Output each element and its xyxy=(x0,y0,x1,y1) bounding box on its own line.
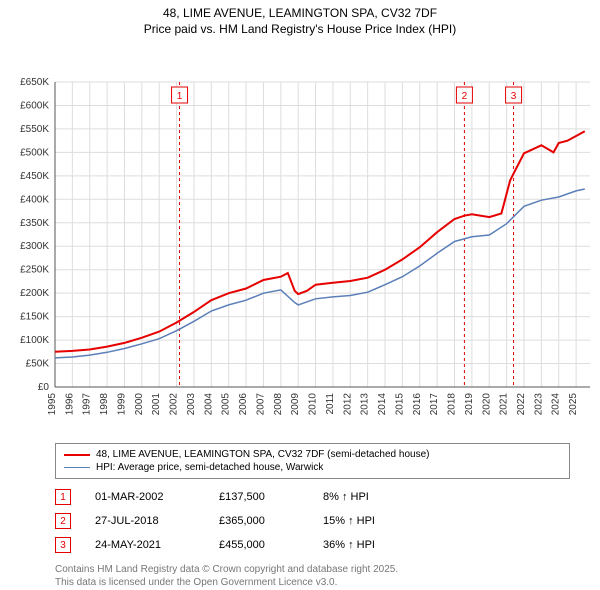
title-line1: 48, LIME AVENUE, LEAMINGTON SPA, CV32 7D… xyxy=(0,6,600,22)
svg-text:2002: 2002 xyxy=(169,393,180,416)
svg-text:3: 3 xyxy=(511,91,517,102)
transaction-diff: 36% ↑ HPI xyxy=(323,539,423,551)
svg-text:2007: 2007 xyxy=(255,393,266,416)
svg-text:2019: 2019 xyxy=(464,393,475,416)
title-line2: Price paid vs. HM Land Registry's House … xyxy=(0,22,600,38)
svg-text:2010: 2010 xyxy=(308,393,319,416)
table-row: 1 01-MAR-2002 £137,500 8% ↑ HPI xyxy=(55,485,570,509)
svg-text:2008: 2008 xyxy=(273,393,284,416)
legend-swatch xyxy=(64,454,90,456)
table-row: 3 24-MAY-2021 £455,000 36% ↑ HPI xyxy=(55,533,570,557)
chart-title: 48, LIME AVENUE, LEAMINGTON SPA, CV32 7D… xyxy=(0,0,600,37)
svg-text:2000: 2000 xyxy=(134,393,145,416)
svg-text:£650K: £650K xyxy=(20,77,49,88)
svg-text:2025: 2025 xyxy=(568,393,579,416)
svg-text:2016: 2016 xyxy=(412,393,423,416)
svg-text:2011: 2011 xyxy=(325,393,336,415)
transaction-diff: 8% ↑ HPI xyxy=(323,491,423,503)
transaction-date: 01-MAR-2002 xyxy=(95,491,195,503)
svg-text:£150K: £150K xyxy=(20,312,49,323)
table-row: 2 27-JUL-2018 £365,000 15% ↑ HPI xyxy=(55,509,570,533)
attribution-line: Contains HM Land Registry data © Crown c… xyxy=(55,563,570,576)
svg-text:£300K: £300K xyxy=(20,241,49,252)
legend-label: 48, LIME AVENUE, LEAMINGTON SPA, CV32 7D… xyxy=(96,449,429,460)
svg-text:2009: 2009 xyxy=(290,393,301,416)
svg-text:2005: 2005 xyxy=(221,393,232,416)
svg-text:£400K: £400K xyxy=(20,194,49,205)
transaction-price: £455,000 xyxy=(219,539,299,551)
svg-text:2017: 2017 xyxy=(429,393,440,416)
legend: 48, LIME AVENUE, LEAMINGTON SPA, CV32 7D… xyxy=(55,443,570,479)
transaction-diff: 15% ↑ HPI xyxy=(323,515,423,527)
svg-text:£550K: £550K xyxy=(20,124,49,135)
price-chart: £0 £50K £100K £150K £200K £250K £300K £350K £400… xyxy=(0,37,600,437)
svg-text:£350K: £350K xyxy=(20,218,49,229)
svg-text:2006: 2006 xyxy=(238,393,249,416)
svg-text:£450K: £450K xyxy=(20,171,49,182)
svg-text:1: 1 xyxy=(177,91,183,102)
transaction-date: 24-MAY-2021 xyxy=(95,539,195,551)
svg-text:£200K: £200K xyxy=(20,288,49,299)
svg-text:2021: 2021 xyxy=(499,393,510,416)
svg-text:2013: 2013 xyxy=(360,393,371,416)
svg-text:2012: 2012 xyxy=(342,393,353,416)
legend-row: HPI: Average price, semi-detached house,… xyxy=(64,461,561,474)
marker-badge-icon: 3 xyxy=(55,537,71,553)
svg-text:2003: 2003 xyxy=(186,393,197,416)
legend-label: HPI: Average price, semi-detached house,… xyxy=(96,462,323,473)
legend-row: 48, LIME AVENUE, LEAMINGTON SPA, CV32 7D… xyxy=(64,448,561,461)
legend-swatch xyxy=(64,467,90,469)
svg-text:1997: 1997 xyxy=(82,393,93,416)
svg-text:1995: 1995 xyxy=(47,393,58,416)
svg-text:1996: 1996 xyxy=(64,393,75,416)
attribution-line: This data is licensed under the Open Gov… xyxy=(55,576,570,589)
svg-text:2023: 2023 xyxy=(533,393,544,416)
attribution: Contains HM Land Registry data © Crown c… xyxy=(55,563,570,589)
transaction-price: £365,000 xyxy=(219,515,299,527)
svg-text:2018: 2018 xyxy=(447,393,458,416)
svg-text:2020: 2020 xyxy=(481,393,492,416)
svg-text:£600K: £600K xyxy=(20,101,49,112)
svg-text:£0: £0 xyxy=(38,382,50,393)
svg-text:2014: 2014 xyxy=(377,393,388,416)
svg-text:£250K: £250K xyxy=(20,265,49,276)
svg-text:1998: 1998 xyxy=(99,393,110,416)
svg-text:2015: 2015 xyxy=(394,393,405,416)
svg-text:£500K: £500K xyxy=(20,148,49,159)
svg-text:2022: 2022 xyxy=(516,393,527,416)
chart-svg: £0 £50K £100K £150K £200K £250K £300K £350K £400… xyxy=(0,37,600,437)
svg-text:2004: 2004 xyxy=(203,393,214,416)
marker-badge-icon: 2 xyxy=(55,513,71,529)
svg-text:1999: 1999 xyxy=(116,393,127,416)
svg-text:2: 2 xyxy=(462,91,468,102)
svg-text:2001: 2001 xyxy=(151,393,162,416)
transaction-price: £137,500 xyxy=(219,491,299,503)
svg-text:£50K: £50K xyxy=(26,359,50,370)
svg-text:£100K: £100K xyxy=(20,335,49,346)
transactions-table: 1 01-MAR-2002 £137,500 8% ↑ HPI 2 27-JUL… xyxy=(55,485,570,557)
transaction-date: 27-JUL-2018 xyxy=(95,515,195,527)
marker-badge-icon: 1 xyxy=(55,489,71,505)
svg-text:2024: 2024 xyxy=(551,393,562,416)
